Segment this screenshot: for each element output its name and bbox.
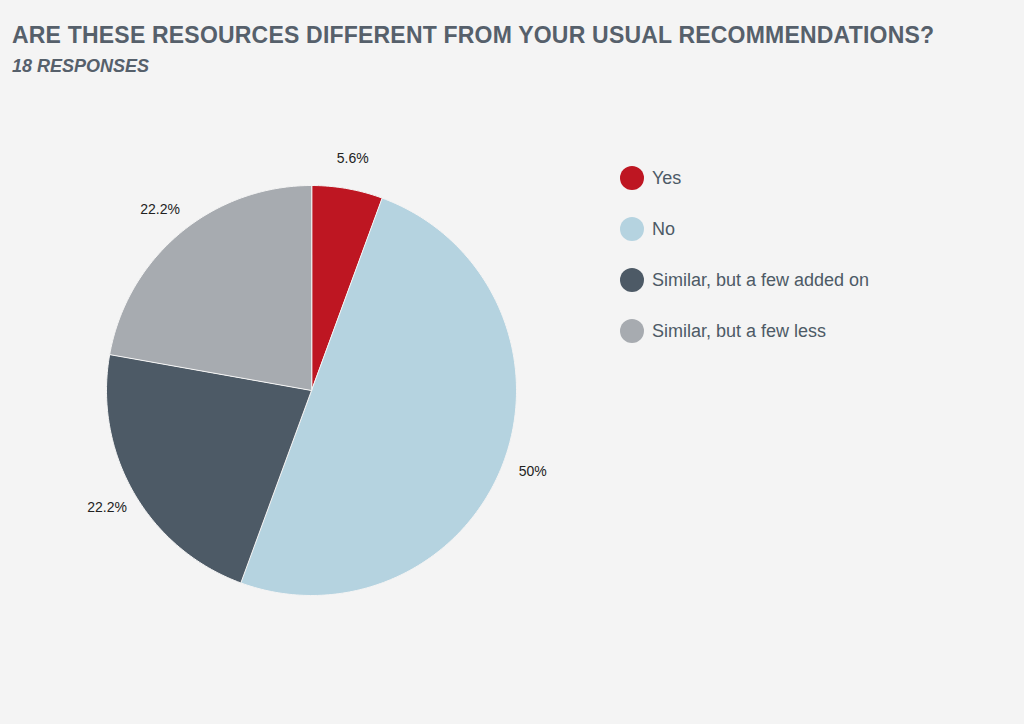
html-text:Yes: Yes (652, 167, 682, 188)
html-text:ARE THESE RESOURCES DIFFERENT: ARE THESE RESOURCES DIFFERENT FROM YOUR … (12, 22, 935, 48)
html-text:Similar, but a few added on: Similar, but a few added on (652, 269, 870, 290)
svg-text:22.2%: 22.2% (140, 201, 180, 217)
svg-text:22.2%: 22.2% (87, 499, 127, 515)
html-text:No: No (652, 218, 675, 239)
html-text:18 RESPONSES: 18 RESPONSES (12, 56, 150, 76)
svg-text:5.6%: 5.6% (337, 150, 369, 166)
html-text:Similar, but a few less: Similar, but a few less (652, 320, 827, 341)
svg-text:50%: 50% (519, 463, 547, 479)
